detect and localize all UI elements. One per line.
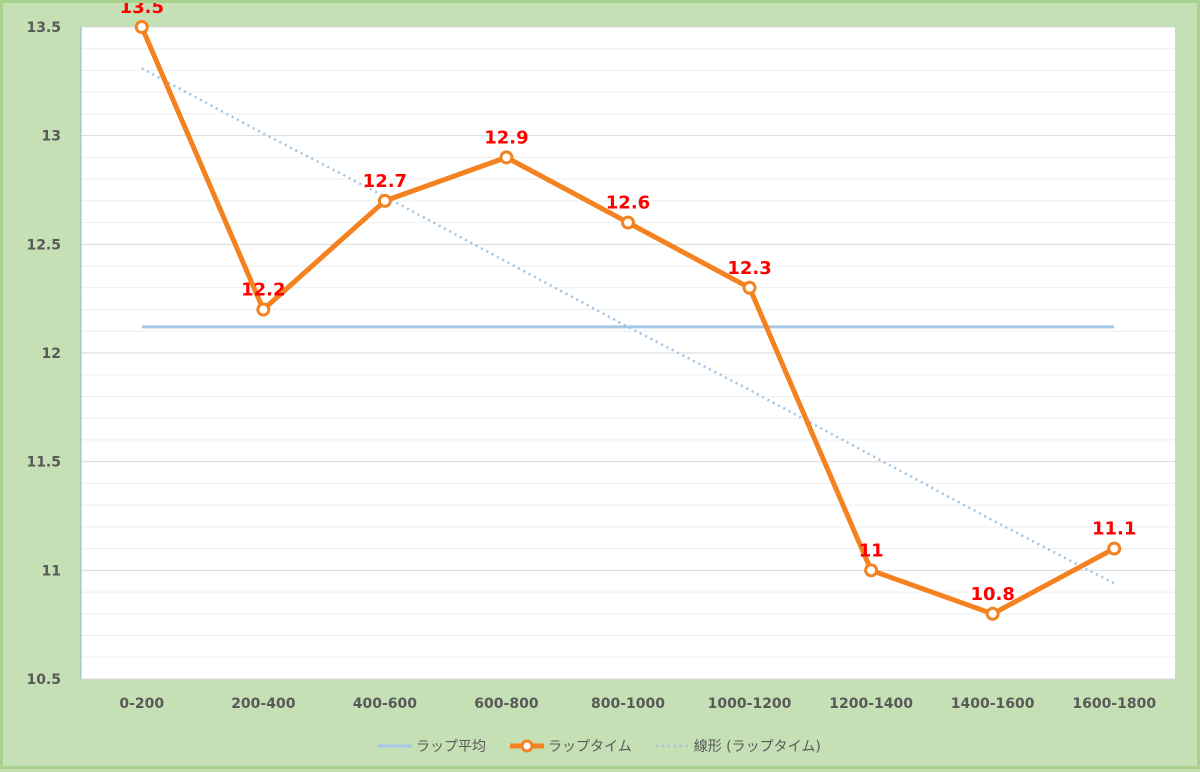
data-label: 12.9 — [484, 127, 528, 148]
data-label: 13.5 — [120, 3, 164, 18]
data-label: 12.2 — [241, 280, 285, 301]
y-tick-label: 11.5 — [26, 455, 61, 471]
legend-marker — [520, 739, 534, 753]
line-chart: 10.5 11 11.5 12 12.5 13 13.5 0-200 200-400 400-60… — [26, 3, 1175, 755]
x-tick-label: 200-400 — [231, 696, 296, 712]
data-labels: 13.5 12.2 12.7 12.9 12.6 12.3 11 10.8 11.1 — [120, 3, 1137, 605]
y-tick-label: 12 — [42, 346, 61, 362]
y-tick-label: 10.5 — [26, 672, 61, 688]
data-label: 10.8 — [970, 584, 1014, 605]
lap-time-point — [864, 563, 879, 578]
lap-time-point — [742, 280, 757, 295]
lap-time-point — [1107, 541, 1122, 556]
data-label: 11.1 — [1092, 519, 1136, 540]
minor-gridlines — [81, 48, 1175, 658]
x-tick-label: 0-200 — [119, 696, 164, 712]
data-label: 12.6 — [606, 193, 650, 214]
lap-time-point — [134, 20, 149, 34]
data-label: 11 — [859, 540, 884, 561]
lap-time-point — [499, 150, 514, 165]
lap-time-point — [621, 215, 635, 230]
x-tick-label: 400-600 — [353, 696, 418, 712]
legend-label: ラップタイム — [548, 739, 632, 755]
major-gridlines — [81, 26, 1175, 680]
x-tick-label: 800-1000 — [591, 696, 665, 712]
data-label: 12.3 — [727, 258, 771, 279]
x-tick-label: 1600-1800 — [1072, 696, 1156, 712]
lap-time-point — [256, 302, 271, 317]
legend-label: 線形 (ラップタイム) — [694, 739, 821, 755]
x-tick-label: 1200-1400 — [829, 696, 913, 712]
y-tick-label: 11 — [42, 563, 61, 579]
x-tick-label: 1000-1200 — [708, 696, 792, 712]
y-tick-label: 13 — [42, 129, 61, 145]
lap-time-point — [985, 606, 1000, 621]
x-tick-label: 600-800 — [474, 696, 539, 712]
y-tick-label: 13.5 — [26, 20, 61, 36]
x-tick-label: 1400-1600 — [951, 696, 1035, 712]
y-tick-label: 12.5 — [26, 237, 61, 253]
lap-time-point — [377, 193, 392, 208]
legend-label: ラップ平均 — [416, 739, 486, 755]
legend: ラップ平均 ラップタイム 線形 (ラップタイム) — [378, 739, 821, 755]
data-label: 12.7 — [363, 171, 407, 192]
lap-time-markers — [134, 20, 1122, 621]
